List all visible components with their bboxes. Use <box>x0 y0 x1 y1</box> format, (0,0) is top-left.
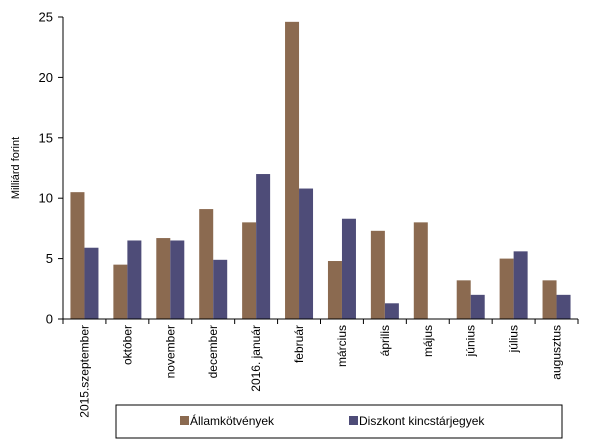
bar-diszkont-kincstarjegyek-oktober <box>127 240 142 319</box>
y-tick-label: 0 <box>46 312 53 327</box>
y-axis-title: Milliárd forint <box>10 137 22 199</box>
y-tick-label: 10 <box>39 191 53 206</box>
y-axis-ticks: 0 5 10 15 20 25 <box>39 10 63 327</box>
legend-label-allamkotvenyek: Államkötvények <box>190 413 275 428</box>
bar-marks <box>70 21 571 319</box>
x-axis-ticks: 2015.szeptember október november december 20… <box>62 319 579 418</box>
x-tick-label-aprilis: április <box>378 325 392 356</box>
bar-diszkont-kincstarjegyek-marcius <box>341 218 356 319</box>
bar-allamkotvenyek-junius <box>456 280 471 319</box>
bar-allamkotvenyek-julius <box>499 258 514 319</box>
y-tick-label: 20 <box>39 70 53 85</box>
x-tick-label-2016-januar: 2016. január <box>249 325 263 392</box>
bar-allamkotvenyek-aprilis <box>370 230 385 319</box>
bar-allamkotvenyek-oktober <box>113 264 128 319</box>
bar-allamkotvenyek-2016-januar <box>242 222 257 319</box>
bar-allamkotvenyek-2015-szeptember <box>70 192 85 319</box>
x-tick-label-augusztus: augusztus <box>550 325 564 380</box>
y-tick-label: 5 <box>46 251 53 266</box>
bar-allamkotvenyek-augusztus <box>542 280 557 319</box>
x-tick-label-julius: július <box>507 325 521 353</box>
x-tick-label-december: december <box>206 325 220 378</box>
bar-diszkont-kincstarjegyek-junius <box>470 294 485 319</box>
bar-diszkont-kincstarjegyek-2016-januar <box>256 174 271 319</box>
bar-diszkont-kincstarjegyek-aprilis <box>384 303 399 319</box>
bar-allamkotvenyek-februar <box>285 21 300 319</box>
x-tick-label-junius: június <box>464 325 478 357</box>
bar-allamkotvenyek-majus <box>413 222 428 319</box>
x-tick-label-februar: február <box>292 325 306 363</box>
legend-swatch-allamkotvenyek <box>180 416 189 425</box>
x-tick-label-2015-szeptember: 2015.szeptember <box>77 325 91 418</box>
bar-diszkont-kincstarjegyek-december <box>213 259 228 319</box>
x-tick-label-november: november <box>163 325 177 378</box>
bar-allamkotvenyek-december <box>199 209 214 319</box>
bar-diszkont-kincstarjegyek-februar <box>299 188 314 319</box>
x-tick-label-majus: május <box>421 325 435 357</box>
x-tick-label-marcius: március <box>335 325 349 367</box>
y-tick-label: 15 <box>39 130 53 145</box>
legend-label-diszkont-kincstarjegyek: Diszkont kincstárjegyek <box>359 414 485 428</box>
bar-allamkotvenyek-november <box>156 238 171 319</box>
bar-diszkont-kincstarjegyek-2015-szeptember <box>84 247 99 319</box>
bar-allamkotvenyek-marcius <box>327 261 342 319</box>
bar-diszkont-kincstarjegyek-november <box>170 240 185 319</box>
legend-swatch-diszkont-kincstarjegyek <box>349 416 358 425</box>
legend: Államkötvények Diszkont kincstárjegyek <box>115 404 563 439</box>
x-tick-label-oktober: október <box>120 325 134 365</box>
y-tick-label: 25 <box>39 10 53 25</box>
bar-diszkont-kincstarjegyek-julius <box>513 251 528 319</box>
legend-frame <box>115 404 563 439</box>
bar-diszkont-kincstarjegyek-augusztus <box>556 294 571 319</box>
